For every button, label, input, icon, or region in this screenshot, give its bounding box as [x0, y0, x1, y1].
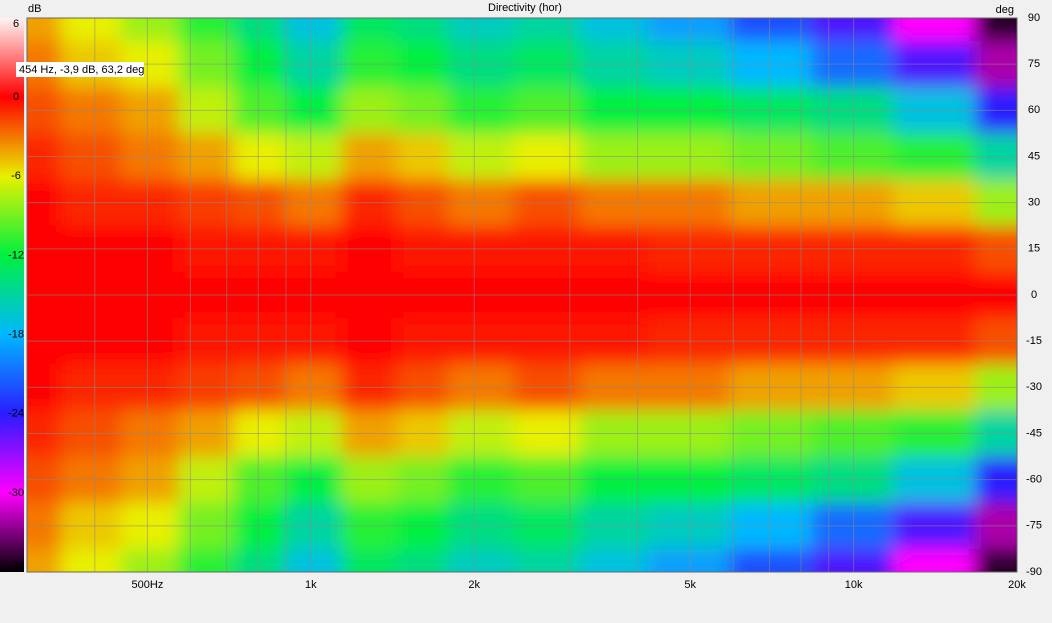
y-tick-label: 45: [1028, 150, 1040, 162]
x-tick-label: 500Hz: [132, 579, 164, 591]
y-tick-label: -90: [1026, 566, 1042, 578]
heat-cell: [178, 548, 235, 572]
heat-cell: [811, 18, 894, 42]
x-tick-label: 5k: [684, 579, 696, 591]
colorbar-tick-label: 6: [13, 18, 19, 30]
heat-cell: [729, 18, 813, 42]
colorbar-tick-label: -30: [8, 487, 24, 499]
heat-cell: [284, 548, 343, 572]
x-tick-label: 10k: [845, 579, 863, 591]
colorbar-tick-label: -36: [8, 560, 24, 572]
colorbar-tick-label: -6: [11, 170, 21, 182]
heat-cell: [974, 548, 1017, 572]
heat-cell: [60, 18, 122, 42]
x-tick-label: 2k: [468, 579, 480, 591]
colorbar-tick-label: 0: [13, 91, 19, 103]
heat-cell: [121, 18, 179, 42]
y-tick-label: -45: [1026, 427, 1042, 439]
heat-cell: [447, 18, 515, 42]
y-tick-label: -30: [1026, 381, 1042, 393]
cursor-box: [16, 62, 144, 77]
heat-cell: [397, 18, 449, 42]
heat-cell: [341, 18, 398, 42]
heatmap: [27, 18, 1017, 572]
heat-cell: [397, 548, 449, 572]
heat-cell: [893, 548, 976, 572]
heat-cell: [579, 548, 649, 572]
y-unit: deg: [996, 4, 1014, 16]
y-tick-label: 90: [1028, 12, 1040, 24]
colorbar-tick-label: -12: [8, 249, 24, 261]
heat-cell: [579, 18, 649, 42]
heat-cell: [233, 548, 286, 572]
heat-cell: [513, 548, 581, 572]
heat-cell: [893, 18, 976, 42]
chart-title: Directivity (hor): [488, 2, 562, 14]
heat-cell: [974, 18, 1017, 42]
x-tick-label: 1k: [305, 579, 317, 591]
y-tick-label: 0: [1031, 289, 1037, 301]
colorbar-tick-label: -24: [8, 408, 24, 420]
heat-cell: [27, 548, 62, 572]
heat-cell: [121, 548, 179, 572]
colorbar-tick-label: -18: [8, 328, 24, 340]
y-tick-label: 75: [1028, 58, 1040, 70]
y-tick-label: 15: [1028, 243, 1040, 255]
heat-cell: [648, 548, 731, 572]
y-tick-label: -75: [1026, 520, 1042, 532]
colorbar: [0, 18, 24, 572]
heat-cell: [60, 548, 122, 572]
y-tick-label: -60: [1026, 474, 1042, 486]
plot-frame: [26, 17, 1018, 573]
heatmap-cells: [27, 18, 1017, 572]
heat-cell: [27, 18, 62, 42]
z-unit: dB: [28, 3, 41, 15]
heat-cell: [648, 18, 731, 42]
y-tick-label: 60: [1028, 104, 1040, 116]
heat-cell: [341, 548, 398, 572]
y-tick-label: -15: [1026, 335, 1042, 347]
heat-cell: [811, 548, 894, 572]
x-tick-label: 20k: [1008, 579, 1026, 591]
y-tick-label: 30: [1028, 197, 1040, 209]
heat-cell: [729, 548, 813, 572]
cursor-annotation: 454 Hz, -3,9 dB, 63,2 deg: [19, 64, 144, 76]
heat-cell: [178, 18, 235, 42]
heat-cell: [233, 18, 286, 42]
heat-cell: [284, 18, 343, 42]
heat-cell: [513, 18, 581, 42]
heat-cell: [447, 548, 515, 572]
